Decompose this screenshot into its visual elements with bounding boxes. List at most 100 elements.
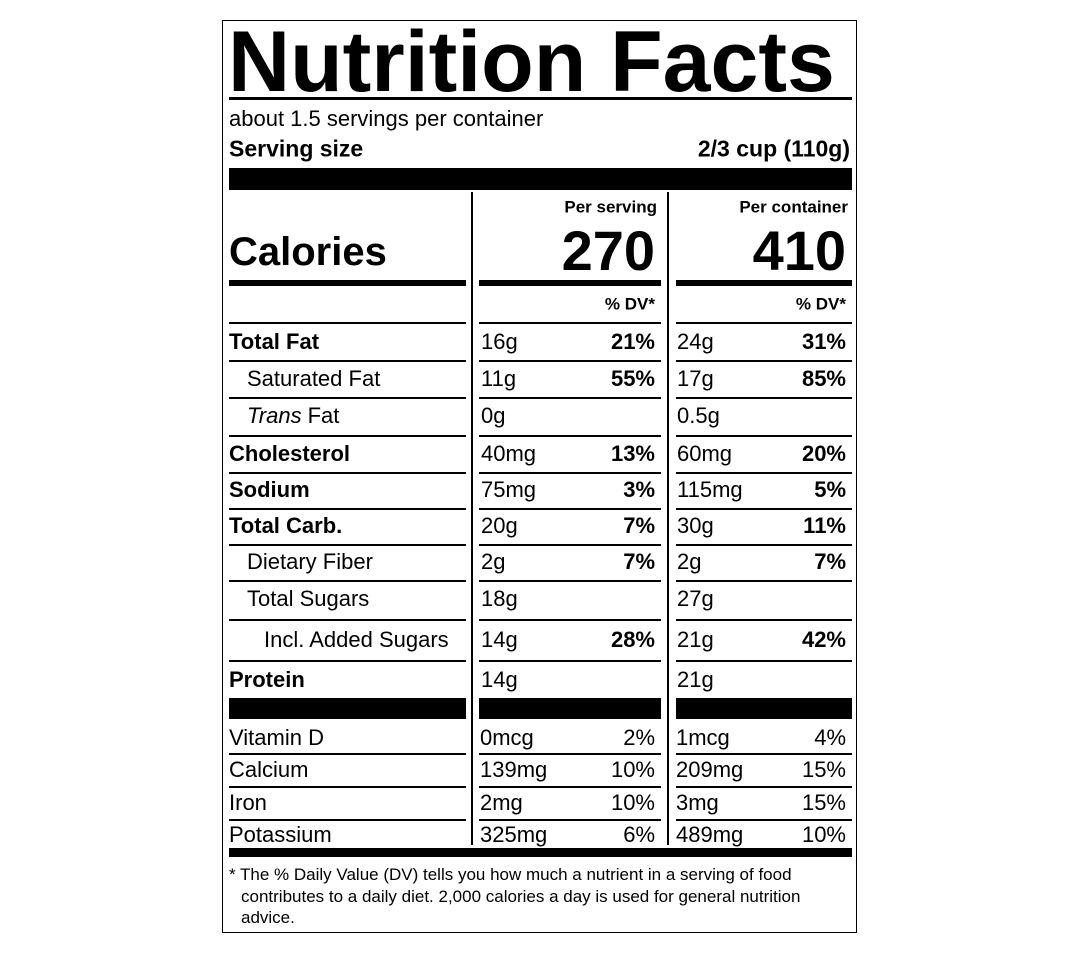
amount: 21g	[677, 667, 714, 692]
rule	[229, 660, 466, 662]
serving-size-label: Serving size	[229, 135, 364, 162]
amount: 11g	[481, 366, 517, 391]
thick-bar	[229, 848, 852, 857]
amount: 1mcg	[676, 725, 730, 750]
rule	[229, 397, 466, 399]
rule	[229, 544, 466, 546]
rule	[479, 360, 661, 362]
amount: 0g	[481, 403, 506, 428]
rule	[676, 619, 852, 621]
amount: 209mg	[676, 757, 744, 782]
amount: 139mg	[480, 757, 548, 782]
nutrient-name: Incl. Added Sugars	[264, 627, 449, 652]
amount: 40mg	[481, 441, 537, 466]
rule	[676, 786, 852, 788]
daily-value: 10%	[610, 790, 655, 815]
daily-value: 4%	[814, 725, 846, 750]
rule	[229, 508, 466, 510]
rule	[676, 580, 852, 582]
daily-value: 13%	[610, 441, 655, 466]
amount: 75mg	[481, 477, 537, 502]
daily-value: 11%	[803, 513, 846, 538]
amount: 16g	[481, 329, 518, 354]
rule	[676, 819, 852, 821]
servings: about 1.5 servings per container	[229, 106, 544, 131]
amount: 0.5g	[677, 403, 720, 428]
rule	[676, 544, 852, 546]
daily-value: 7%	[814, 549, 846, 574]
rule	[479, 580, 661, 582]
dv-header: % DV*	[604, 294, 655, 314]
daily-value: 42%	[801, 627, 846, 652]
amount: 489mg	[676, 822, 744, 847]
rule	[676, 397, 852, 399]
rule	[676, 698, 852, 719]
rule	[229, 97, 852, 100]
calories-value: 410	[752, 219, 846, 282]
rule	[229, 698, 466, 719]
rule	[479, 619, 661, 621]
rule	[676, 753, 852, 755]
amount: 21g	[677, 627, 714, 652]
footnote: * The % Daily Value (DV) tells you how m…	[229, 865, 801, 927]
rule	[676, 660, 852, 662]
rule	[676, 435, 852, 437]
rule	[676, 280, 852, 286]
amount: 60mg	[677, 441, 733, 466]
thick-bar	[229, 168, 852, 190]
rule	[229, 786, 466, 788]
rule	[676, 360, 852, 362]
amount: 14g	[481, 667, 518, 692]
rule	[479, 753, 661, 755]
rule	[479, 544, 661, 546]
label-border	[222, 20, 857, 933]
rule	[479, 322, 661, 324]
rule	[229, 580, 466, 582]
italic-prefix: Trans	[247, 403, 302, 428]
daily-value: 3%	[623, 477, 655, 502]
rule	[229, 619, 466, 621]
amount: 30g	[677, 513, 714, 538]
daily-value: 10%	[610, 757, 655, 782]
daily-value: 7%	[623, 549, 655, 574]
rule	[229, 819, 466, 821]
rule	[479, 472, 661, 474]
nutrient-name: Sodium	[229, 477, 310, 502]
rule	[676, 508, 852, 510]
amount: 2mg	[480, 790, 523, 815]
daily-value: 15%	[801, 757, 846, 782]
vitamin-name: Calcium	[229, 757, 309, 782]
column-header: Per container	[739, 197, 848, 217]
column-header: Per serving	[564, 197, 657, 217]
amount: 0mcg	[480, 725, 534, 750]
amount: 20g	[481, 513, 518, 538]
name: Fat	[307, 403, 340, 428]
rule	[479, 397, 661, 399]
nutrient-name: Dietary Fiber	[247, 549, 373, 574]
rule	[229, 435, 466, 437]
rule	[479, 819, 661, 821]
rule	[229, 472, 466, 474]
rule	[676, 472, 852, 474]
amount: 18g	[481, 586, 518, 611]
daily-value: 10%	[801, 822, 846, 847]
amount: 2g	[677, 549, 702, 574]
daily-value: 5%	[814, 477, 846, 502]
rule	[229, 280, 466, 286]
vitamin-name: Iron	[229, 790, 267, 815]
rule	[676, 322, 852, 324]
amount: 2g	[481, 549, 506, 574]
rule	[229, 360, 466, 362]
amount: 17g	[677, 366, 714, 391]
divider	[667, 192, 669, 845]
amount: 325mg	[480, 822, 548, 847]
daily-value: 6%	[623, 822, 655, 847]
rule	[229, 753, 466, 755]
daily-value: 20%	[801, 441, 846, 466]
nutrient-name: Trans Fat	[247, 405, 339, 427]
vitamin-name: Potassium	[229, 822, 332, 847]
daily-value: 28%	[610, 627, 655, 652]
daily-value: 2%	[623, 725, 655, 750]
amount: 14g	[481, 627, 518, 652]
